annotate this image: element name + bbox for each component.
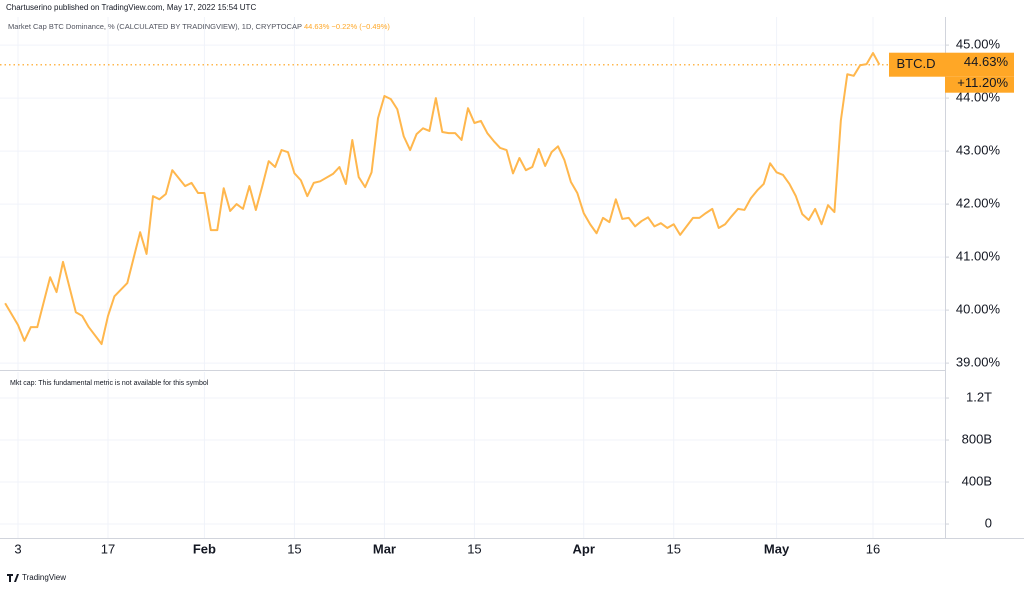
y-tick-label: 1.2T [966,389,992,404]
change-label: +11.20% [957,75,1008,90]
x-tick-label: 15 [666,541,680,556]
x-tick-label: Mar [373,541,396,556]
legend-title: Market Cap BTC Dominance, % (CALCULATED … [8,22,302,31]
y-tick-label: 39.00% [956,355,1001,370]
legend: Market Cap BTC Dominance, % (CALCULATED … [8,22,390,31]
legend-change: −0.22% [331,22,357,31]
x-tick-label: 3 [14,541,21,556]
x-tick-label: 16 [866,541,880,556]
x-tick-label: 15 [467,541,481,556]
grid [0,17,945,538]
y-tick-label: 44.00% [956,90,1001,105]
y-tick-label: 40.00% [956,302,1001,317]
header: Chartuserino published on TradingView.co… [6,3,256,12]
legend-change-pct: (−0.49%) [359,22,390,31]
y-tick-label: 41.00% [956,249,1001,264]
footer: TradingView [22,573,66,582]
y-tick-label: 0 [985,515,992,530]
symbol-label-bg [889,52,1014,77]
legend-value: 44.63% [304,22,330,31]
series-line [4,52,881,346]
logo [7,574,19,582]
x-tick-label: Feb [193,541,216,556]
y-tick-label: 45.00% [956,37,1001,52]
x-tick-label: 15 [287,541,301,556]
symbol-label: BTC.D [897,56,936,71]
change-label-bg [945,76,1014,93]
y-tick-label: 42.00% [956,196,1001,211]
x-tick-label: May [764,541,790,556]
pane-note: Mkt cap: This fundamental metric is not … [10,380,209,387]
y-tick-label: 43.00% [956,143,1001,158]
y-tick-label: 400B [962,473,992,488]
y-tick-label: 800B [962,431,992,446]
last-value-label: 44.63% [964,54,1009,69]
x-tick-label: 17 [101,541,115,556]
x-tick-label: Apr [573,541,595,556]
